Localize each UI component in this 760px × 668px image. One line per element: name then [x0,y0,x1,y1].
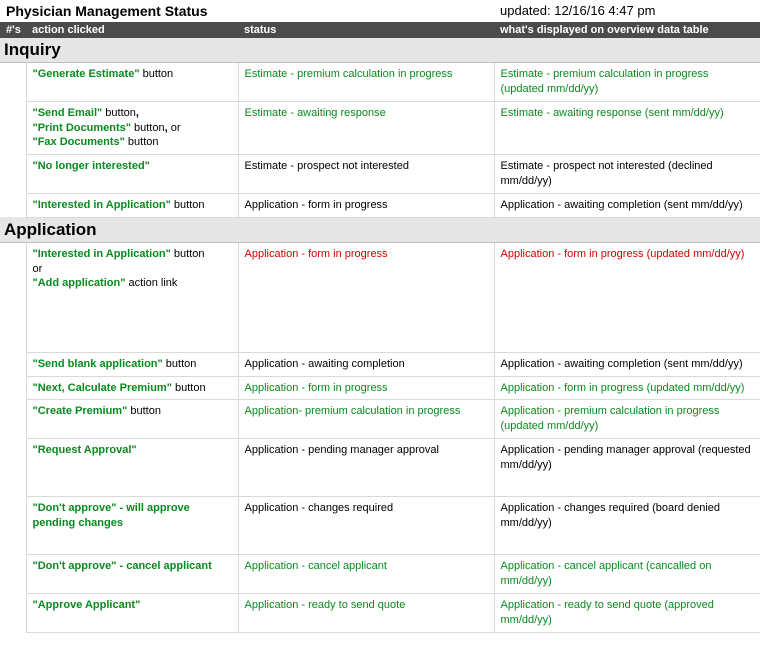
action-cell: "Send Email" button,"Print Documents" bu… [26,101,238,155]
display-cell: Estimate - prospect not interested (decl… [494,155,760,194]
status-cell: Application - cancel applicant [238,555,494,594]
action-cell: "Create Premium" button [26,400,238,439]
action-cell: "Send blank application" button [26,352,238,376]
updated-label: updated: 12/16/16 4:47 pm [494,0,760,22]
action-cell: "Interested in Application" buttonor"Add… [26,242,238,352]
table-row: "Request Approval" Application - pending… [0,439,760,497]
header-displayed: what's displayed on overview data table [494,22,760,38]
status-cell: Estimate - prospect not interested [238,155,494,194]
table-row: "No longer interested" Estimate - prospe… [0,155,760,194]
table-row: "Approve Applicant" Application - ready … [0,593,760,632]
header-row: #'s action clicked status what's display… [0,22,760,38]
action-cell: "Request Approval" [26,439,238,497]
action-cell: "Interested in Application" button [26,193,238,217]
status-cell: Application - pending manager approval [238,439,494,497]
title-row: Physician Management Status updated: 12/… [0,0,760,22]
action-cell: "Don't approve" - will approve pending c… [26,497,238,555]
section-inquiry-label: Inquiry [0,38,760,63]
action-cell: "No longer interested" [26,155,238,194]
header-status: status [238,22,494,38]
action-cell: "Generate Estimate" button [26,63,238,102]
display-cell: Application - form in progress (updated … [494,242,760,352]
display-cell: Application - changes required (board de… [494,497,760,555]
header-num: #'s [0,22,26,38]
table-row: "Don't approve" - will approve pending c… [0,497,760,555]
status-cell: Application - ready to send quote [238,593,494,632]
status-cell: Application- premium calculation in prog… [238,400,494,439]
status-cell: Application - form in progress [238,193,494,217]
status-cell: Application - form in progress [238,242,494,352]
display-cell: Estimate - premium calculation in progre… [494,63,760,102]
display-cell: Application - awaiting completion (sent … [494,193,760,217]
display-cell: Estimate - awaiting response (sent mm/dd… [494,101,760,155]
table-row: "Create Premium" button Application- pre… [0,400,760,439]
table-row: "Interested in Application" button Appli… [0,193,760,217]
table-row: "Next, Calculate Premium" button Applica… [0,376,760,400]
display-cell: Application - ready to send quote (appro… [494,593,760,632]
action-cell: "Don't approve" - cancel applicant [26,555,238,594]
action-cell: "Approve Applicant" [26,593,238,632]
action-cell: "Next, Calculate Premium" button [26,376,238,400]
page-title: Physician Management Status [0,0,494,22]
status-cell: Application - changes required [238,497,494,555]
display-cell: Application - form in progress (updated … [494,376,760,400]
status-table: Physician Management Status updated: 12/… [0,0,760,633]
table-row: "Interested in Application" buttonor"Add… [0,242,760,352]
status-cell: Application - form in progress [238,376,494,400]
display-cell: Application - cancel applicant (cancalle… [494,555,760,594]
section-application: Application [0,217,760,242]
display-cell: Application - premium calculation in pro… [494,400,760,439]
display-cell: Application - pending manager approval (… [494,439,760,497]
display-cell: Application - awaiting completion (sent … [494,352,760,376]
status-cell: Application - awaiting completion [238,352,494,376]
header-action: action clicked [26,22,238,38]
table-row: "Generate Estimate" button Estimate - pr… [0,63,760,102]
section-inquiry: Inquiry [0,38,760,63]
table-row: "Send blank application" button Applicat… [0,352,760,376]
status-cell: Estimate - premium calculation in progre… [238,63,494,102]
status-cell: Estimate - awaiting response [238,101,494,155]
section-application-label: Application [0,217,760,242]
table-row: "Send Email" button,"Print Documents" bu… [0,101,760,155]
table-row: "Don't approve" - cancel applicant Appli… [0,555,760,594]
